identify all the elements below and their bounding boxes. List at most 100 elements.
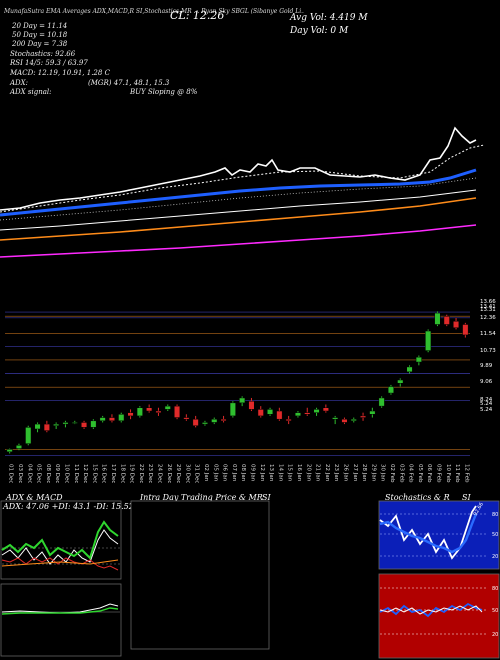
- date-tick-label: 21 Jan: [315, 464, 321, 482]
- date-tick-label: 03 Dec: [17, 464, 23, 483]
- candle-down: [155, 410, 162, 413]
- ema200-label: 200 Day = 7.38: [12, 40, 68, 48]
- ema20-label: 20 Day = 11.14: [12, 22, 68, 30]
- rsi-label: RSI 14/5: 59.3 / 63.97: [10, 59, 88, 67]
- adx-orange-line: [1, 559, 119, 567]
- date-tick-label: 23 Dec: [147, 464, 153, 483]
- candle-up: [15, 445, 22, 449]
- date-tick-label: 07 Jan: [231, 464, 237, 482]
- date-tick-label: 09 Jan: [249, 464, 255, 482]
- adx-signal-label: ADX signal:: [10, 88, 52, 96]
- candle-down: [108, 417, 115, 422]
- candle-up: [239, 397, 246, 404]
- date-tick-label: 28 Jan: [361, 464, 367, 482]
- price-tick-label: 13.41: [480, 304, 496, 310]
- date-tick-label: 02 Feb: [389, 464, 395, 483]
- candle-up: [397, 379, 404, 384]
- adx-readout: ADX: 47.06 +DI: 43.1 -DI: 15.52: [3, 502, 134, 511]
- candle-up: [164, 405, 171, 410]
- price-tick-label: 10.73: [480, 348, 496, 354]
- day-volume-label: Day Vol: 0 M: [290, 26, 349, 36]
- candle-up: [90, 420, 97, 428]
- rsi-tick-80: 80: [492, 586, 498, 592]
- date-tick-label: 12 Feb: [463, 464, 469, 483]
- date-tick-label: 27 Jan: [352, 464, 358, 482]
- date-tick-label: 23 Jan: [333, 464, 339, 482]
- date-tick-label: 20 Jan: [305, 464, 311, 482]
- stochastics-si-label: SI: [462, 493, 471, 502]
- candle-up: [378, 397, 385, 407]
- candle-down: [183, 417, 190, 420]
- date-tick-label: 08 Dec: [45, 464, 51, 483]
- candle-up: [434, 312, 441, 325]
- adx-values: (MGR) 47.1, 48.1, 15.3: [88, 79, 170, 87]
- macd-signal-line: [1, 607, 119, 615]
- date-tick-label: 22 Dec: [138, 464, 144, 483]
- rsi-line: [379, 602, 483, 618]
- candle-up: [313, 409, 320, 413]
- ema20-line: [0, 168, 477, 217]
- date-tick-label: 17 Dec: [110, 464, 116, 483]
- price-tick-label: 11.54: [480, 331, 496, 337]
- date-tick-label: 11 Feb: [454, 464, 460, 483]
- stoch-tick-20: 20: [492, 554, 498, 560]
- price-tick-label: 8.24: [480, 397, 493, 403]
- candle-up: [99, 417, 106, 422]
- stochastics-title: Stochastics & R: [385, 493, 450, 502]
- date-tick-label: 06 Jan: [222, 464, 228, 482]
- candle-up: [201, 422, 208, 425]
- candle-up: [294, 412, 301, 417]
- date-tick-label: 09 Dec: [54, 464, 60, 483]
- date-tick-label: 14 Jan: [277, 464, 283, 482]
- price-tick-label: 13.31: [480, 307, 496, 313]
- candle-up: [136, 407, 143, 417]
- date-tick-label: 05 Dec: [36, 464, 42, 483]
- candle-down: [443, 316, 450, 325]
- intraday-si-label: SI: [262, 493, 271, 502]
- candle-down: [360, 415, 367, 418]
- stochastics-panel: 80 50 20 92.66 80 50 20: [378, 500, 500, 659]
- candle-down: [174, 405, 181, 418]
- intraday-title: Intra Day Trading Price & MR: [140, 493, 263, 502]
- candle-up: [6, 449, 13, 453]
- price-tick-label: 9.06: [480, 379, 493, 385]
- date-tick-label: 15 Jan: [287, 464, 293, 482]
- date-tick-label: 06 Feb: [426, 464, 432, 483]
- date-tick-label: 02 Jan: [203, 464, 209, 482]
- date-tick-label: 26 Dec: [166, 464, 172, 483]
- date-tick-label: 30 Dec: [184, 464, 190, 483]
- candle-down: [220, 418, 227, 422]
- candle-down: [304, 412, 311, 415]
- ema100-line: [0, 197, 477, 241]
- date-tick-label: 10 Dec: [63, 464, 69, 483]
- avg-volume-label: Avg Vol: 4.419 M: [290, 13, 368, 23]
- adx-signal-value: BUY Sloping @ 8%: [130, 88, 198, 96]
- candle-up: [211, 418, 218, 423]
- stochastic-d-line: [379, 513, 478, 554]
- candle-up: [406, 366, 413, 373]
- rsi-tick-20: 20: [492, 632, 498, 638]
- candle-up: [350, 418, 357, 422]
- candle-down: [341, 418, 348, 423]
- macd-label: MACD: 12.19, 10.91, 1.28 C: [10, 69, 110, 77]
- candle-down: [127, 412, 134, 417]
- date-tick-label: 29 Jan: [370, 464, 376, 482]
- candle-down: [322, 407, 329, 412]
- candle-down: [285, 418, 292, 422]
- candle-down: [81, 422, 88, 428]
- date-tick-label: 11 Dec: [73, 464, 79, 483]
- date-tick-label: 15 Dec: [91, 464, 97, 483]
- date-tick-label: 26 Jan: [342, 464, 348, 482]
- date-tick-label: 10 Feb: [445, 464, 451, 483]
- candle-up: [25, 427, 32, 444]
- candle-up: [267, 409, 274, 415]
- candle-up: [53, 423, 60, 426]
- candle-down: [192, 418, 199, 426]
- date-tick-label: 12 Dec: [82, 464, 88, 483]
- ema200-line: [0, 224, 477, 258]
- candle-up: [118, 414, 125, 422]
- candle-down: [453, 320, 460, 329]
- date-tick-label: 08 Jan: [240, 464, 246, 482]
- stoch-tick-50: 50: [492, 532, 498, 538]
